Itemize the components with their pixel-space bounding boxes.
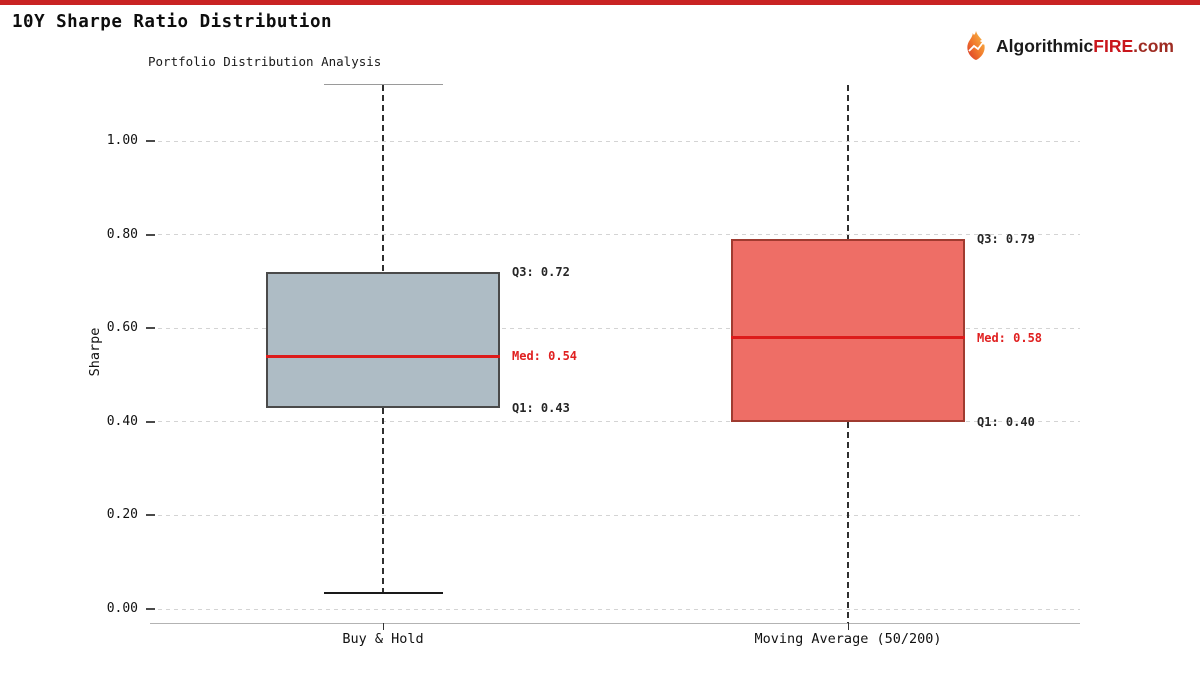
annotation-med-moving-average: Med: 0.58 bbox=[977, 330, 1043, 345]
y-tick-mark bbox=[146, 327, 155, 330]
whisker-upper-moving-average bbox=[847, 84, 849, 240]
gridline bbox=[150, 514, 1080, 516]
annotation-q3-moving-average: Q3: 0.79 bbox=[977, 232, 1035, 247]
x-tick-mark-buy-hold bbox=[382, 623, 384, 630]
box-moving-average bbox=[731, 239, 965, 422]
annotation-q1-buy-hold: Q1: 0.43 bbox=[512, 400, 570, 415]
y-tick-label: 0.60 bbox=[106, 320, 138, 336]
gridline bbox=[150, 608, 1080, 610]
gridline bbox=[150, 234, 1080, 236]
annotation-q1-moving-average: Q1: 0.40 bbox=[977, 414, 1035, 429]
whisker-cap-upper-buy-hold bbox=[323, 84, 443, 86]
header-accent-bar bbox=[0, 0, 1200, 5]
brand-text-main: Algorithmic bbox=[996, 35, 1094, 56]
y-tick-mark bbox=[146, 608, 155, 610]
x-category-label-buy-hold: Buy & Hold bbox=[342, 631, 424, 647]
x-tick-mark-moving-average bbox=[847, 623, 849, 630]
y-tick-label: 0.20 bbox=[106, 507, 138, 523]
annotation-q3-buy-hold: Q3: 0.72 bbox=[512, 265, 570, 280]
whisker-lower-moving-average bbox=[847, 421, 849, 623]
y-tick-mark bbox=[146, 233, 155, 236]
x-category-label-moving-average: Moving Average (50/200) bbox=[754, 631, 942, 647]
y-tick-label: 0.80 bbox=[106, 226, 138, 242]
y-tick-label: 0.00 bbox=[106, 601, 138, 616]
y-tick-label: 0.40 bbox=[106, 413, 138, 429]
gridline bbox=[150, 327, 1080, 329]
brand-text: AlgorithmicFIRE.com bbox=[996, 36, 1174, 57]
flame-icon bbox=[961, 30, 991, 62]
y-tick-mark bbox=[146, 514, 155, 517]
brand-text-fire: FIRE bbox=[1093, 35, 1134, 56]
brand-text-suffix: .com bbox=[1133, 35, 1174, 56]
box-buy-hold bbox=[266, 272, 500, 408]
page-title: 10Y Sharpe Ratio Distribution bbox=[12, 12, 333, 32]
y-tick-label: 1.00 bbox=[106, 133, 138, 148]
chart-subtitle: Portfolio Distribution Analysis bbox=[148, 54, 382, 69]
x-axis-line bbox=[150, 623, 1080, 624]
whisker-upper-buy-hold bbox=[382, 84, 384, 273]
brand-logo[interactable]: AlgorithmicFIRE.com bbox=[961, 30, 1174, 62]
gridline bbox=[150, 421, 1080, 423]
whisker-cap-lower-buy-hold bbox=[323, 592, 443, 595]
annotation-med-buy-hold: Med: 0.54 bbox=[512, 349, 578, 364]
whisker-lower-buy-hold bbox=[382, 407, 384, 594]
y-tick-mark bbox=[146, 420, 155, 423]
median-line-buy-hold bbox=[266, 354, 500, 358]
gridline bbox=[150, 140, 1080, 142]
median-line-moving-average bbox=[731, 336, 965, 340]
y-tick-mark bbox=[146, 140, 155, 142]
